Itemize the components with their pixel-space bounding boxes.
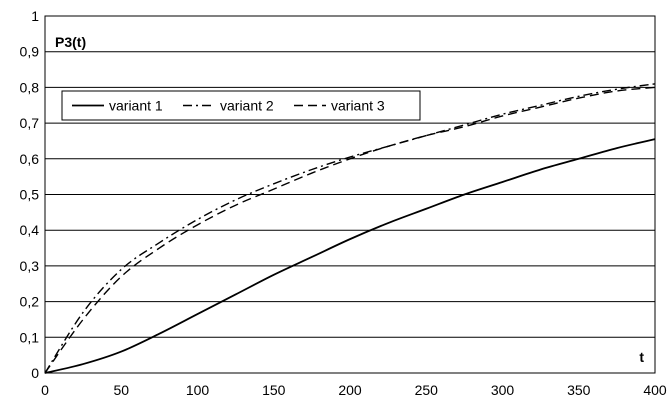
x-tick-label: 100 [186, 382, 210, 398]
y-tick-label: 0,2 [20, 294, 40, 310]
y-tick-label: 0,7 [20, 115, 40, 131]
y-tick-label: 0 [31, 365, 39, 381]
series-lines [44, 83, 656, 374]
x-tick-label: 300 [491, 382, 515, 398]
y-tick-label: 0,9 [20, 44, 40, 60]
legend-label-3: variant 3 [331, 98, 385, 114]
plot-area-frame [44, 15, 656, 374]
series-line-3 [44, 86, 656, 374]
y-tick-label: 0,4 [20, 222, 40, 238]
legend-label-2: variant 2 [220, 98, 274, 114]
x-tick-label: 350 [567, 382, 591, 398]
x-axis-tick-labels: 0 50 100 150 200 250 300 350 400 [41, 382, 667, 398]
x-tick-label: 150 [262, 382, 286, 398]
x-axis-title: t [639, 349, 644, 365]
legend-label-1: variant 1 [109, 98, 163, 114]
x-tick-label: 50 [113, 382, 129, 398]
x-tick-label: 250 [415, 382, 439, 398]
y-axis-tick-labels: 0 0,1 0,2 0,3 0,4 0,5 0,6 0,7 0,8 0,9 1 [20, 8, 40, 381]
y-tick-label: 0,5 [20, 187, 40, 203]
y-tick-label: 0,1 [20, 329, 40, 345]
gridlines [45, 15, 655, 374]
x-tick-label: 400 [643, 382, 667, 398]
legend-box [61, 90, 421, 121]
legend: variant 1 variant 2 variant 3 [61, 90, 421, 121]
y-tick-label: 0,6 [20, 151, 40, 167]
series-line-1 [44, 138, 656, 374]
x-tick-label: 0 [41, 382, 49, 398]
x-tick-label: 200 [338, 382, 362, 398]
y-axis-title: P3(t) [55, 34, 86, 50]
y-tick-label: 1 [31, 8, 39, 24]
y-tick-label: 0,3 [20, 258, 40, 274]
series-line-2 [44, 83, 656, 374]
y-tick-label: 0,8 [20, 79, 40, 95]
